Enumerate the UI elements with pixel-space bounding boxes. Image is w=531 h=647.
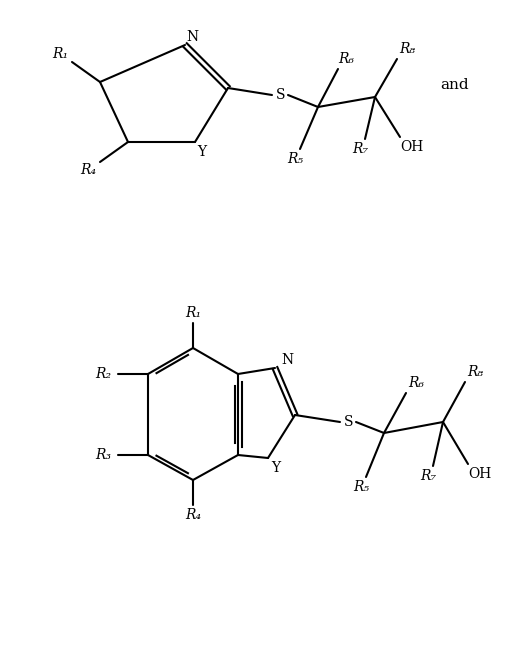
Text: R₄: R₄: [80, 163, 96, 177]
Text: R₆: R₆: [338, 52, 354, 66]
Text: R₈: R₈: [467, 365, 483, 379]
Text: S: S: [276, 88, 286, 102]
Text: S: S: [344, 415, 354, 429]
Text: and: and: [441, 78, 469, 92]
Text: R₂: R₂: [95, 367, 111, 381]
Text: R₄: R₄: [185, 508, 201, 522]
Text: N: N: [281, 353, 293, 367]
Text: R₃: R₃: [95, 448, 111, 462]
Text: Y: Y: [271, 461, 280, 475]
Text: R₅: R₅: [353, 480, 369, 494]
Text: N: N: [186, 30, 198, 44]
Text: R₇: R₇: [420, 469, 436, 483]
Text: OH: OH: [468, 467, 492, 481]
Text: R₅: R₅: [287, 152, 303, 166]
Text: R₁: R₁: [185, 306, 201, 320]
Text: OH: OH: [400, 140, 424, 154]
Text: Y: Y: [198, 145, 207, 159]
Text: R₇: R₇: [352, 142, 368, 156]
Text: R₈: R₈: [399, 42, 415, 56]
Text: R₆: R₆: [408, 376, 424, 390]
Text: R₁: R₁: [52, 47, 68, 61]
